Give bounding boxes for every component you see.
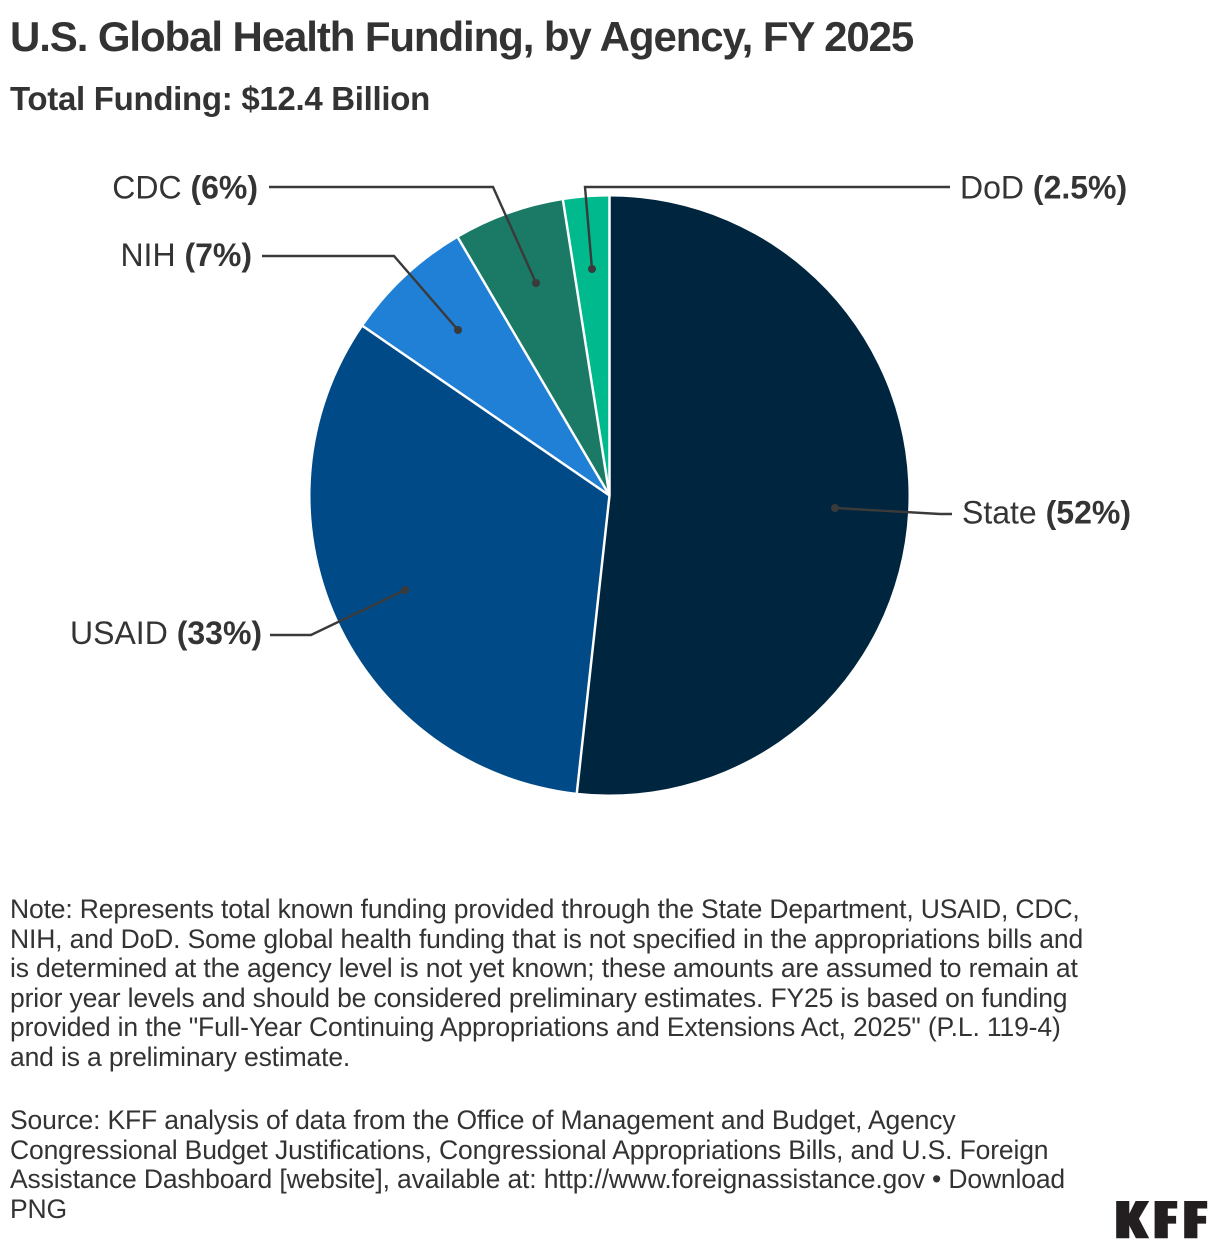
svg-text:DoD (2.5%): DoD (2.5%) [960,170,1127,206]
svg-text:NIH (7%): NIH (7%) [120,237,252,273]
svg-text:State (52%): State (52%) [962,495,1131,531]
svg-text:CDC (6%): CDC (6%) [112,170,258,206]
svg-text:USAID (33%): USAID (33%) [70,615,262,651]
